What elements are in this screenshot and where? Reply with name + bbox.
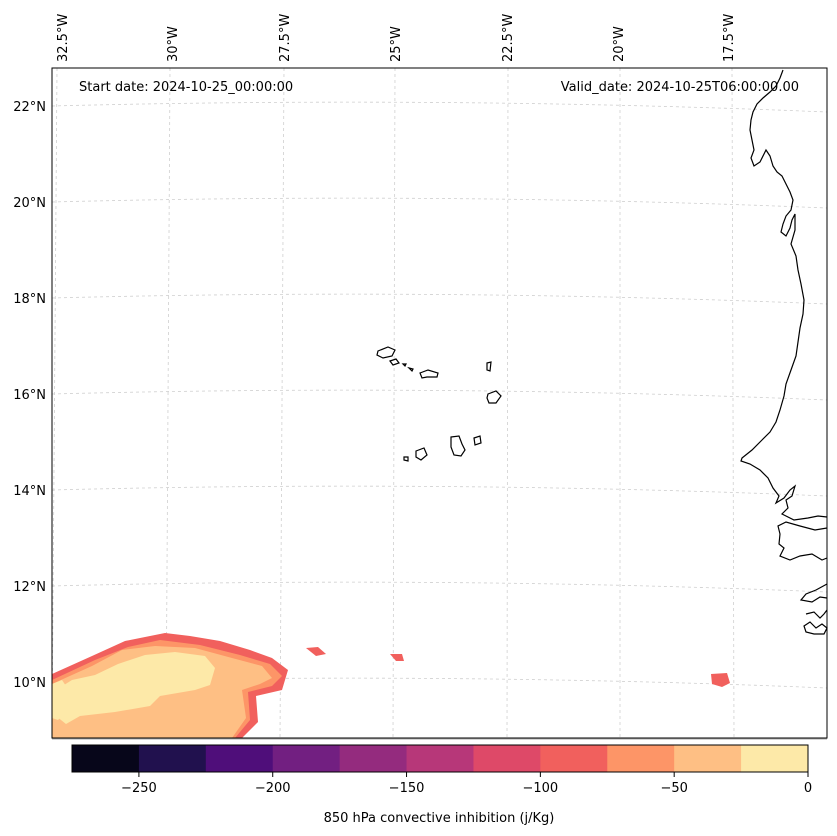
colorbar-bin-2	[205, 745, 274, 772]
colorbar-bin-8	[607, 745, 675, 772]
colorbar-label: 850 hPa convective inhibition (j/Kg)	[324, 811, 555, 826]
cin-patch-c	[711, 673, 730, 687]
latitude-labels: 22°N 20°N 18°N 16°N 14°N 12°N 10°N	[13, 100, 46, 691]
colorbar: −250 −200 −150 −100 −50 0	[71, 744, 812, 796]
lon-label-25w: 25°W	[389, 26, 404, 62]
cape-verde-islands	[376, 346, 502, 462]
lon-label-27-5w: 27.5°W	[278, 14, 293, 62]
colorbar-tick-label: −200	[255, 781, 291, 796]
map-frame	[51, 67, 828, 739]
colorbar-bin-0	[72, 745, 140, 772]
longitude-labels: 32.5°W 30°W 27.5°W 25°W 22.5°W 20°W 17.5…	[56, 14, 737, 62]
lon-label-20w: 20°W	[612, 26, 627, 62]
cin-patch-b	[390, 654, 404, 661]
cin-shading	[52, 633, 730, 738]
colorbar-bin-5	[406, 745, 474, 772]
lat-label-12n: 12°N	[13, 580, 46, 595]
colorbar-bin-1	[138, 745, 207, 772]
cin-patch-a	[306, 647, 326, 656]
lat-label-18n: 18°N	[13, 292, 46, 307]
colorbar-bin-10	[741, 745, 809, 772]
lat-label-22n: 22°N	[13, 100, 46, 115]
colorbar-tick-label: −150	[389, 781, 425, 796]
valid-date-label: Valid_date: 2024-10-25T06:00:00.00	[561, 80, 799, 95]
lat-label-20n: 20°N	[13, 196, 46, 211]
lon-label-17-5w: 17.5°W	[722, 14, 737, 62]
lon-label-30w: 30°W	[166, 26, 181, 62]
lat-label-10n: 10°N	[13, 676, 46, 691]
colorbar-bin-9	[674, 745, 742, 772]
colorbar-bin-7	[540, 745, 608, 772]
colorbar-bin-4	[339, 745, 408, 772]
colorbar-tick-label: −50	[660, 781, 687, 796]
cin-region-yellow	[56, 652, 215, 724]
map-area	[52, 68, 827, 738]
colorbar-tick-label: −100	[523, 781, 559, 796]
colorbar-bin-3	[272, 745, 341, 772]
colorbar-tick-label: 0	[804, 781, 812, 796]
colorbar-bin-6	[473, 745, 541, 772]
colorbar-tick-label: −250	[121, 781, 157, 796]
start-date-label: Start date: 2024-10-25_00:00:00	[79, 80, 293, 95]
lat-label-16n: 16°N	[13, 388, 46, 403]
gridlines	[51, 67, 828, 739]
colorbar-frame	[71, 744, 809, 773]
lon-label-22-5w: 22.5°W	[501, 14, 516, 62]
lon-label-32-5w: 32.5°W	[56, 14, 71, 62]
lat-label-14n: 14°N	[13, 484, 46, 499]
cin-patch-west	[52, 680, 70, 720]
